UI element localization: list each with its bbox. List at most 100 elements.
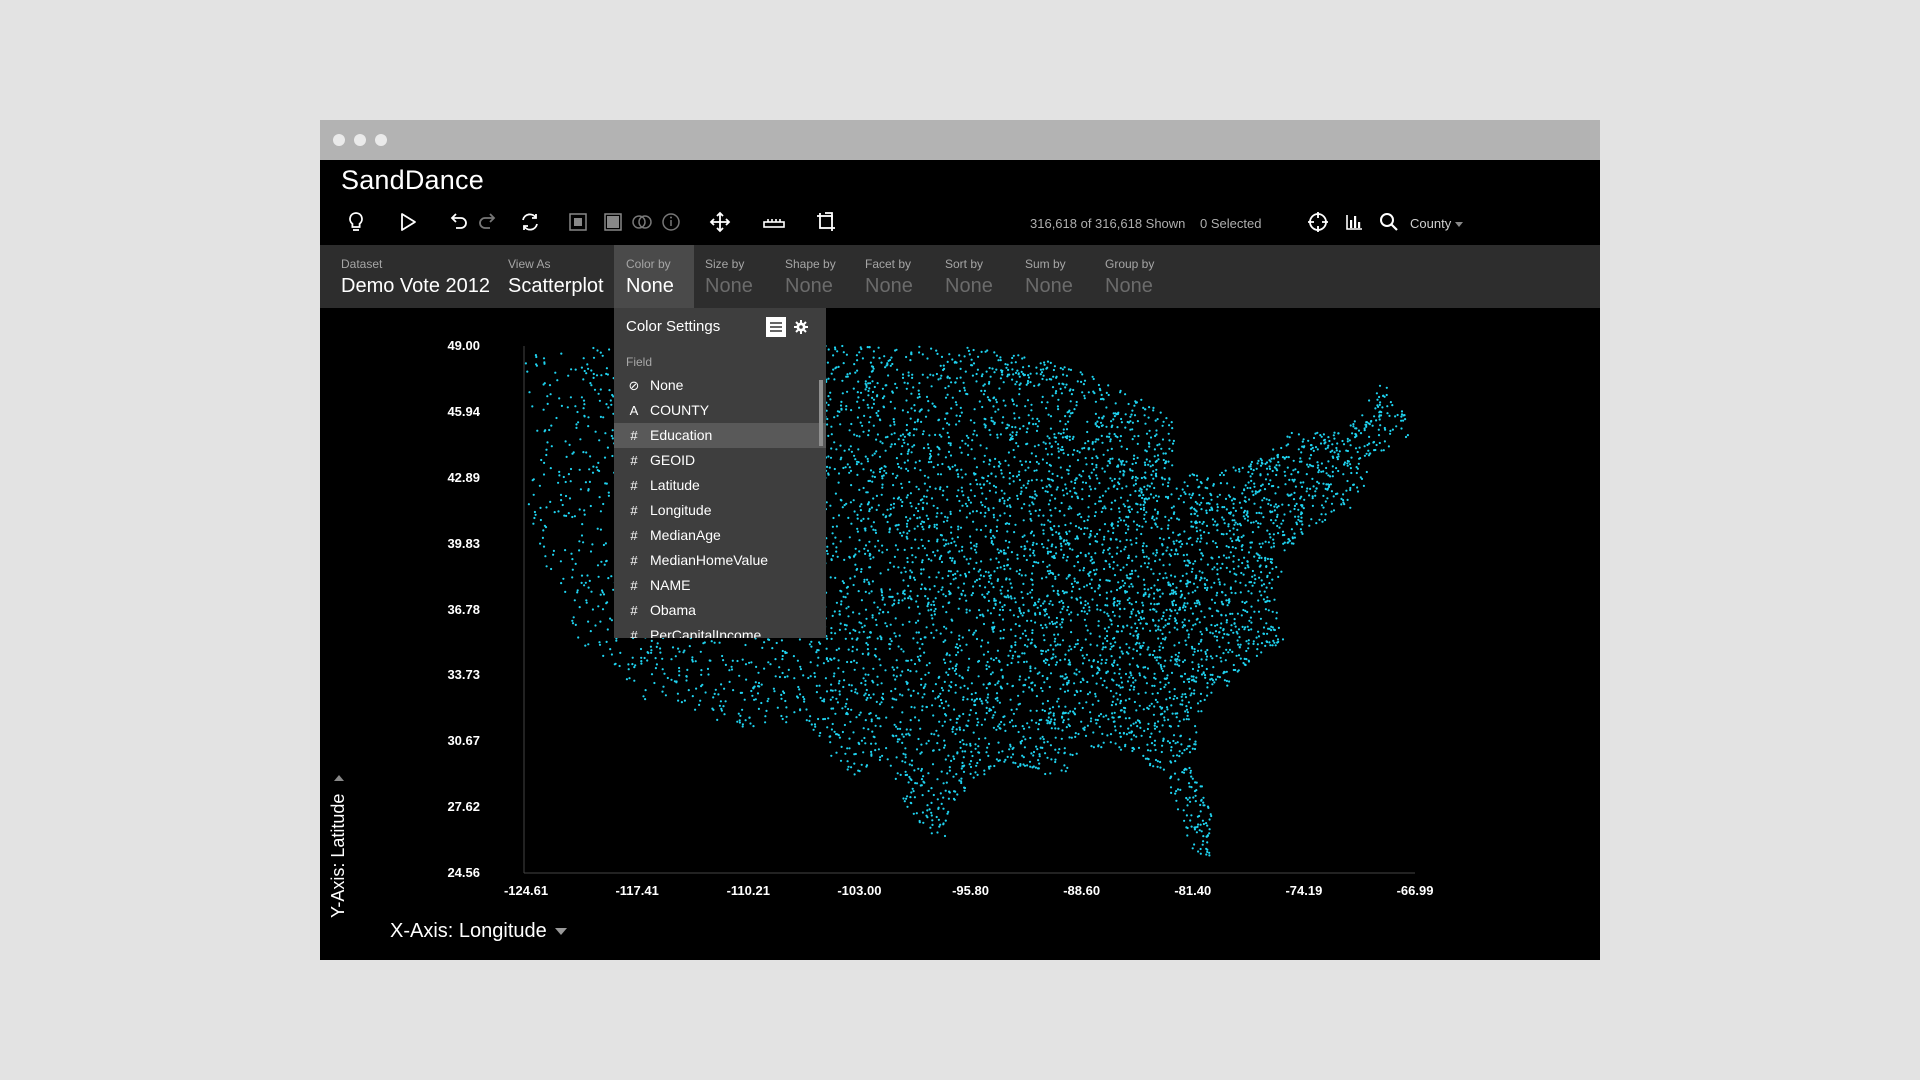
data-point [1245, 649, 1248, 653]
data-point [1067, 453, 1070, 456]
size-by-picker[interactable]: Size by None [705, 245, 770, 308]
data-point [876, 675, 879, 678]
data-point [889, 445, 892, 448]
data-point [1265, 467, 1269, 470]
data-point [898, 634, 901, 637]
sum-by-picker[interactable]: Sum by None [1025, 245, 1090, 308]
data-point [1343, 461, 1347, 464]
exclude-icon[interactable] [626, 206, 658, 238]
scatterplot-canvas[interactable] [320, 308, 1600, 960]
data-point [1033, 497, 1036, 500]
data-point [980, 486, 983, 490]
data-point [1070, 648, 1073, 651]
shape-by-label: Shape by [785, 257, 836, 271]
data-point [996, 433, 999, 436]
minimize-window-dot[interactable] [354, 134, 366, 146]
data-point [1205, 655, 1209, 658]
data-point [1029, 670, 1032, 673]
ruler-icon[interactable] [758, 206, 790, 238]
data-point [1121, 686, 1124, 689]
data-point [1199, 810, 1202, 813]
scatterplot-area[interactable]: 49.00 45.94 42.89 39.83 36.78 33.73 30.67 27.62… [320, 308, 1600, 960]
data-point [1073, 565, 1076, 568]
data-point [965, 558, 968, 561]
data-point [1170, 746, 1173, 749]
data-point [1198, 570, 1201, 573]
data-point [987, 742, 991, 745]
data-point [1036, 606, 1039, 609]
refresh-icon[interactable] [514, 206, 546, 238]
data-point [942, 520, 946, 523]
data-point [1259, 464, 1263, 467]
data-point [1387, 445, 1390, 448]
data-point [1045, 378, 1048, 381]
data-point [909, 569, 912, 572]
data-point [907, 688, 910, 691]
data-point [1151, 692, 1154, 695]
select-box-icon[interactable] [562, 206, 594, 238]
maximize-window-dot[interactable] [375, 134, 387, 146]
data-point [1059, 387, 1062, 390]
sort-by-picker[interactable]: Sort by None [945, 245, 1010, 308]
data-point [1097, 699, 1100, 702]
search-icon[interactable] [1373, 206, 1405, 238]
data-point [859, 505, 862, 508]
data-point [1035, 695, 1038, 698]
data-point [1017, 615, 1020, 618]
data-point [1084, 442, 1087, 445]
data-point [990, 540, 994, 543]
play-icon[interactable] [392, 206, 424, 238]
data-point [1174, 712, 1177, 715]
data-point [1272, 545, 1276, 548]
redo-icon[interactable] [472, 206, 504, 238]
data-point [905, 535, 908, 538]
close-window-dot[interactable] [333, 134, 345, 146]
color-by-picker[interactable]: Color by None [614, 245, 694, 308]
data-point [1042, 738, 1045, 741]
data-point [1134, 476, 1137, 479]
data-point [982, 683, 985, 686]
data-point [1218, 583, 1221, 586]
data-point [1035, 709, 1038, 712]
data-point [960, 767, 963, 770]
crop-icon[interactable] [810, 206, 842, 238]
data-point [1075, 400, 1078, 404]
data-point [583, 369, 586, 373]
move-icon[interactable] [704, 206, 736, 238]
data-point [713, 641, 716, 644]
bar-chart-icon[interactable] [1338, 206, 1370, 238]
data-point [1166, 546, 1169, 549]
group-by-picker[interactable]: Group by None [1105, 245, 1175, 308]
data-point [744, 719, 747, 722]
shape-by-picker[interactable]: Shape by None [785, 245, 850, 308]
info-icon[interactable] [655, 206, 687, 238]
data-point [1069, 710, 1072, 713]
data-point [929, 452, 932, 456]
data-point [985, 687, 988, 690]
isolate-icon[interactable] [597, 206, 629, 238]
data-point [1298, 460, 1301, 463]
data-point [670, 658, 673, 661]
data-point [1190, 570, 1193, 573]
data-point [757, 681, 761, 685]
crosshair-icon[interactable] [1302, 206, 1334, 238]
data-point [1014, 634, 1017, 638]
undo-icon[interactable] [442, 206, 474, 238]
data-point [1046, 552, 1049, 555]
facet-by-picker[interactable]: Facet by None [865, 245, 930, 308]
data-point [937, 734, 940, 737]
view-as-picker[interactable]: View As Scatterplot [508, 245, 608, 308]
data-point [1280, 522, 1283, 525]
data-point [1185, 705, 1188, 708]
search-target-dropdown[interactable]: County [1410, 216, 1464, 231]
data-point [527, 503, 530, 506]
data-point [1234, 625, 1237, 628]
data-point [1070, 480, 1073, 483]
dataset-picker[interactable]: Dataset Demo Vote 2012 [341, 245, 490, 308]
data-point [1190, 775, 1193, 778]
lightbulb-icon[interactable] [340, 206, 372, 238]
data-point [793, 677, 796, 680]
data-point [1097, 383, 1100, 387]
data-point [1087, 440, 1090, 443]
data-point [833, 441, 836, 444]
